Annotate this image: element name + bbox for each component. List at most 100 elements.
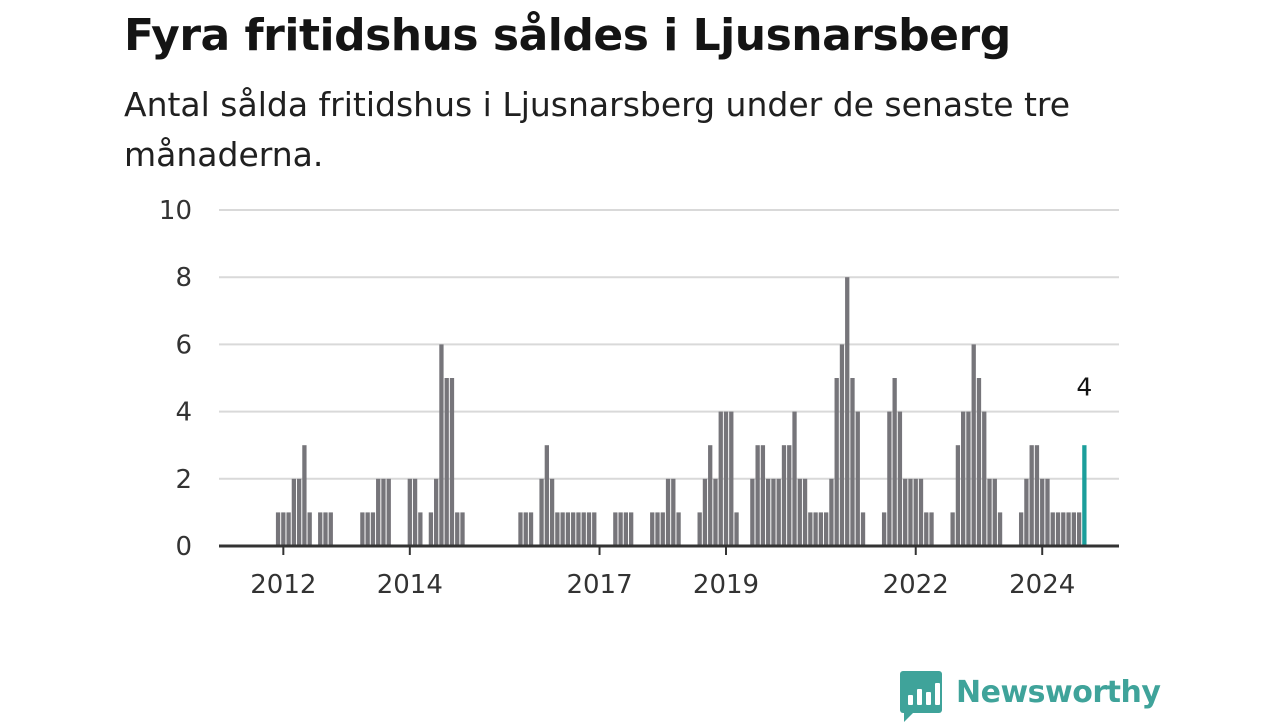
bar — [549, 478, 555, 546]
bar — [665, 478, 671, 546]
bar — [318, 512, 323, 546]
bar — [903, 478, 908, 546]
bar — [787, 445, 792, 546]
bar — [560, 512, 565, 546]
bar — [592, 512, 597, 546]
bar — [360, 512, 365, 546]
bar — [565, 512, 571, 546]
bar — [1040, 478, 1045, 546]
bar — [734, 512, 739, 546]
bar — [702, 478, 708, 546]
bar — [892, 378, 897, 546]
bar — [961, 411, 966, 546]
bar — [376, 478, 381, 546]
bar — [1050, 512, 1055, 546]
bar — [860, 512, 866, 546]
bar — [523, 512, 528, 546]
bar — [302, 445, 307, 546]
bar — [1018, 512, 1024, 546]
y-tick-label: 10 — [159, 196, 192, 226]
bar — [802, 478, 808, 546]
bar — [823, 512, 829, 546]
x-tick-label: 2014 — [377, 570, 443, 600]
bar — [881, 512, 887, 546]
bar — [528, 512, 534, 546]
bar — [581, 512, 586, 546]
bar — [918, 478, 924, 546]
bar — [1076, 512, 1082, 546]
bar — [455, 512, 460, 546]
bar — [1061, 512, 1066, 546]
bar — [776, 478, 781, 546]
bar — [976, 378, 982, 546]
bar — [1066, 512, 1071, 546]
bar — [660, 512, 665, 546]
bar — [370, 512, 376, 546]
bar — [708, 445, 713, 546]
bar — [924, 512, 929, 546]
bar — [434, 478, 439, 546]
bar — [966, 411, 971, 546]
annotations: 4 — [1074, 370, 1095, 404]
bar — [439, 344, 444, 546]
bar — [586, 512, 592, 546]
bar — [834, 378, 839, 546]
bar — [650, 512, 655, 546]
y-axis-labels: 0 2 4 6 8 10 — [159, 196, 192, 562]
bar — [629, 512, 634, 546]
bar — [576, 512, 581, 546]
bar — [307, 512, 312, 546]
bar — [950, 512, 955, 546]
bar — [671, 478, 676, 546]
bar — [544, 445, 549, 546]
bar — [808, 512, 813, 546]
bar — [760, 445, 766, 546]
bar — [1045, 478, 1050, 546]
bar — [286, 512, 291, 546]
bar — [766, 478, 771, 546]
bar — [781, 445, 787, 546]
bar — [386, 478, 391, 546]
bar — [444, 378, 449, 546]
bar — [1034, 445, 1040, 546]
bar — [449, 378, 455, 546]
bar — [613, 512, 618, 546]
bar — [750, 478, 755, 546]
bar — [275, 512, 281, 546]
x-tick-label: 2012 — [250, 570, 316, 600]
bar — [845, 277, 850, 546]
bar — [1029, 445, 1034, 546]
bar — [713, 478, 718, 546]
newsworthy-logo-icon — [900, 671, 942, 722]
bar — [407, 478, 412, 546]
x-tick-label: 2024 — [1009, 570, 1075, 600]
bar — [418, 512, 423, 546]
bar — [623, 512, 629, 546]
bar — [729, 411, 734, 546]
bar — [281, 512, 286, 546]
x-tick-label: 2017 — [566, 570, 632, 600]
x-tick-label: 2019 — [693, 570, 759, 600]
bar-highlight — [1082, 445, 1087, 546]
x-axis-labels: 2012 2014 2017 2019 2022 2024 — [250, 570, 1075, 600]
bar — [381, 478, 386, 546]
bar — [676, 512, 681, 546]
bar — [296, 478, 302, 546]
bar — [323, 512, 328, 546]
bar — [365, 512, 370, 546]
newsworthy-logo: Newsworthy — [900, 670, 1161, 722]
bar — [997, 512, 1003, 546]
y-tick-label: 8 — [175, 263, 192, 293]
bar — [518, 512, 523, 546]
bar — [955, 445, 961, 546]
y-tick-label: 6 — [175, 330, 192, 360]
chart-subtitle: Antal sålda fritidshus i Ljusnarsberg un… — [124, 85, 1071, 174]
bar — [539, 478, 544, 546]
bar — [1071, 512, 1076, 546]
bar — [908, 478, 913, 546]
bar — [829, 478, 834, 546]
bar — [291, 478, 297, 546]
bar — [992, 478, 997, 546]
bar — [818, 512, 824, 546]
